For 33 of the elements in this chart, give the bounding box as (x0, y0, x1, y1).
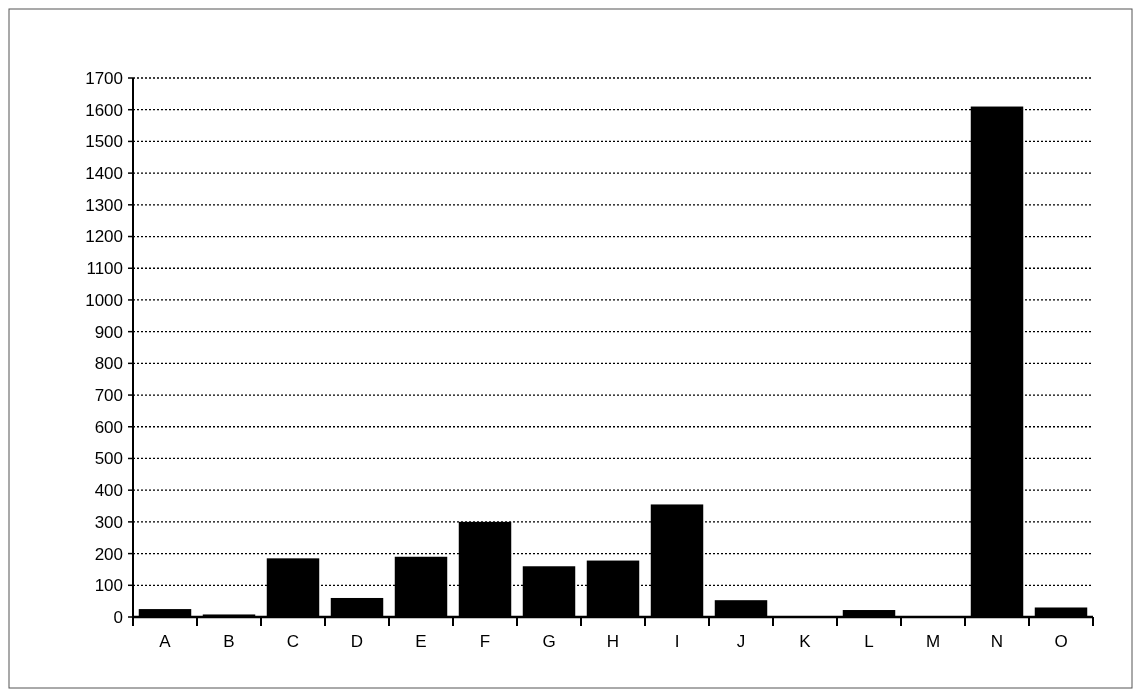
y-tick-label: 100 (94, 576, 123, 596)
x-tick-label: N (990, 632, 1004, 651)
y-tick-label: 1500 (85, 132, 123, 152)
y-tick-label: 300 (94, 512, 123, 532)
y-tick-label: 1600 (85, 100, 123, 120)
y-tick-label: 1400 (85, 164, 123, 184)
x-tick-label: G (542, 632, 556, 651)
x-tick-label: D (350, 632, 364, 651)
y-tick-label: 700 (94, 386, 123, 406)
y-tick-label: 1300 (85, 195, 123, 215)
x-tick-label: L (864, 632, 874, 651)
x-tick-label: C (286, 632, 300, 651)
x-tick-label: A (159, 632, 172, 651)
x-tick-label: E (415, 632, 427, 651)
y-tick-label: 900 (94, 322, 123, 342)
y-tick-label: 600 (94, 417, 123, 437)
y-tick-label: 800 (94, 354, 123, 374)
y-tick-label: 1200 (85, 227, 123, 247)
x-tick-label: H (606, 632, 620, 651)
y-tick-label: 1000 (85, 290, 123, 310)
x-tick-label: O (1054, 632, 1068, 651)
x-tick-label: J (736, 632, 746, 651)
y-tick-label: 200 (94, 544, 123, 564)
y-tick-label: 400 (94, 481, 123, 501)
y-tick-label: 500 (94, 449, 123, 469)
x-tick-label: B (223, 632, 235, 651)
y-tick-label: 0 (113, 607, 123, 627)
y-tick-label: 1700 (85, 68, 123, 88)
x-tick-label: K (799, 632, 812, 651)
x-tick-label: M (925, 632, 941, 651)
x-tick-label: F (479, 632, 491, 651)
x-tick-label: I (674, 632, 680, 651)
y-tick-label: 1100 (86, 259, 123, 279)
